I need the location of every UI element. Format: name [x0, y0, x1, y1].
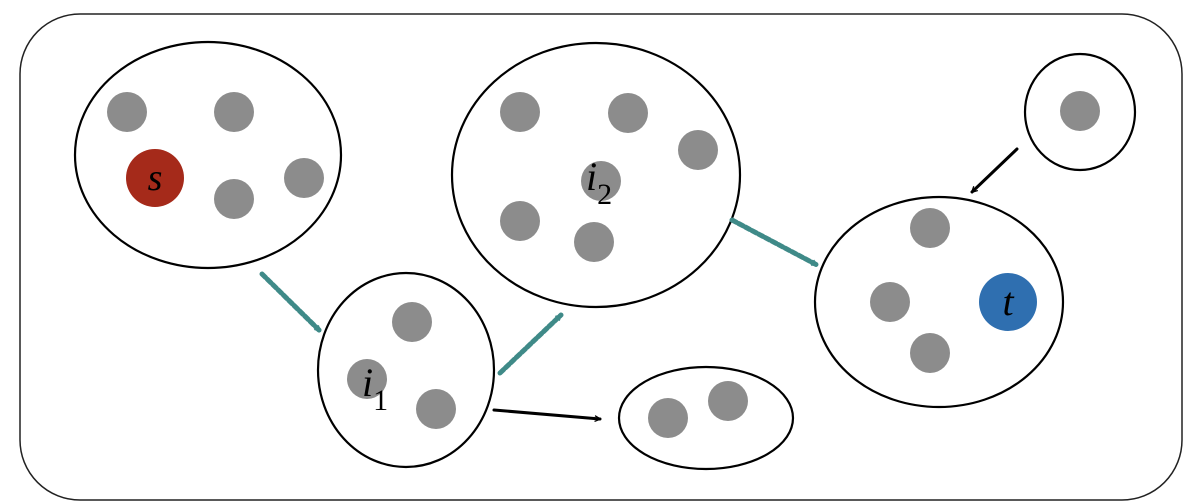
edge-i1-to-i2: [497, 312, 564, 376]
i1-label: i1: [362, 360, 388, 417]
i1-label-base: i: [362, 360, 373, 405]
node: [284, 158, 324, 198]
cluster-s-boundary: [73, 40, 343, 270]
source-node: [126, 149, 184, 207]
target-node: [979, 273, 1037, 331]
cluster-i2: i2: [450, 41, 742, 309]
i2-label-sub: 2: [597, 178, 612, 211]
cluster-small: [1023, 52, 1137, 172]
cluster-t-boundary: [813, 195, 1065, 409]
node: [648, 398, 688, 438]
node: [910, 333, 950, 373]
node: [678, 130, 718, 170]
node: [500, 92, 540, 132]
node: [347, 359, 387, 399]
node: [1060, 91, 1100, 131]
node: [392, 302, 432, 342]
edge-i1-to-dead-end: [492, 408, 602, 419]
cluster-i1: i1: [316, 271, 496, 469]
node: [608, 93, 648, 133]
i2-label: i2: [586, 154, 612, 211]
source-label: s: [148, 157, 163, 199]
cluster-s: s: [73, 40, 343, 270]
node: [500, 201, 540, 241]
node: [416, 389, 456, 429]
cluster-i1-boundary: [316, 271, 496, 469]
node: [574, 222, 614, 262]
node: [107, 92, 147, 132]
node: [708, 381, 748, 421]
target-label: t: [1002, 279, 1014, 324]
node: [910, 208, 950, 248]
i2-label-base: i: [586, 154, 597, 199]
edge-s-to-i1: [259, 271, 323, 334]
node: [214, 179, 254, 219]
node: [214, 92, 254, 132]
cluster-dead-end: [617, 365, 795, 471]
edge-i2-to-t: [729, 217, 820, 268]
edge-small-to-t: [970, 147, 1019, 194]
node: [870, 282, 910, 322]
cluster-t: t: [813, 195, 1065, 409]
i1-label-sub: 1: [373, 384, 388, 417]
cluster-dead-end-boundary: [617, 365, 795, 471]
node: [581, 161, 621, 201]
